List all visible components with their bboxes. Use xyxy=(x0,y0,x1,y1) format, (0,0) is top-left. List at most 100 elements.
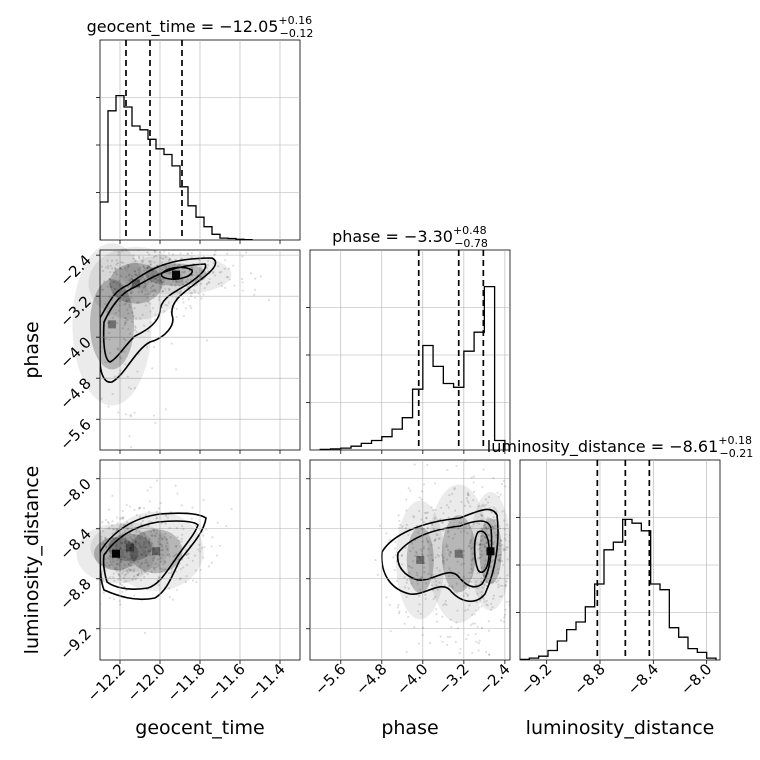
scatter-point xyxy=(498,553,501,557)
scatter-point xyxy=(111,544,114,547)
scatter-point xyxy=(183,288,186,291)
scatter-point xyxy=(182,528,185,531)
scatter-point xyxy=(411,577,414,580)
scatter-point xyxy=(110,524,114,527)
scatter-point xyxy=(76,566,78,568)
scatter-point xyxy=(179,252,182,255)
scatter-point xyxy=(462,556,465,560)
scatter-point xyxy=(189,544,192,547)
scatter-point xyxy=(470,476,473,479)
scatter-point xyxy=(487,572,490,575)
scatter-point xyxy=(130,561,133,564)
scatter-point xyxy=(140,524,143,527)
scatter-point xyxy=(114,356,117,359)
scatter-point xyxy=(499,553,502,556)
scatter-point xyxy=(146,266,149,269)
scatter-point xyxy=(203,287,206,290)
scatter-point xyxy=(152,556,155,560)
scatter-point xyxy=(132,315,135,318)
scatter-point xyxy=(502,479,505,483)
scatter-point xyxy=(471,622,474,625)
scatter-point xyxy=(163,536,167,539)
scatter-point xyxy=(179,257,182,261)
scatter-point xyxy=(225,524,228,528)
scatter-point xyxy=(161,545,164,548)
scatter-point xyxy=(508,540,510,543)
panel-frame xyxy=(309,459,511,661)
scatter-point xyxy=(148,261,151,264)
density-region xyxy=(108,533,152,562)
scatter-point xyxy=(135,530,138,533)
scatter-point xyxy=(241,289,245,292)
scatter-point xyxy=(126,527,129,530)
scatter-point xyxy=(111,392,114,396)
scatter-point xyxy=(108,331,111,335)
scatter-point xyxy=(458,652,461,655)
scatter-point xyxy=(411,542,414,545)
scatter-point xyxy=(144,546,147,549)
scatter-point xyxy=(142,256,145,259)
scatter-point xyxy=(118,266,122,270)
panel-hist-luminosity_distance xyxy=(519,459,721,661)
scatter-point xyxy=(114,287,117,290)
scatter-point xyxy=(489,608,493,611)
scatter-point xyxy=(112,572,115,575)
scatter-point xyxy=(485,581,488,584)
scatter-point xyxy=(172,307,175,310)
scatter-point xyxy=(133,534,136,537)
scatter-point xyxy=(398,526,401,529)
scatter-point xyxy=(126,557,130,561)
scatter-point xyxy=(112,598,116,601)
scatter-point xyxy=(102,288,105,291)
scatter-point xyxy=(175,315,178,318)
scatter-point xyxy=(186,549,189,553)
scatter-point xyxy=(499,584,502,587)
scatter-point xyxy=(157,563,161,566)
scatter-point xyxy=(133,546,136,549)
scatter-point xyxy=(100,277,101,280)
scatter-point xyxy=(467,599,470,602)
x-tick-label: −9.2 xyxy=(517,660,555,698)
scatter-point xyxy=(502,547,505,550)
scatter-point xyxy=(113,375,116,378)
scatter-point xyxy=(160,286,163,289)
scatter-point xyxy=(166,304,169,307)
scatter-point xyxy=(146,296,149,299)
scatter-point xyxy=(424,593,427,596)
scatter-point xyxy=(426,511,429,514)
scatter-point xyxy=(182,566,185,569)
scatter-point xyxy=(128,435,131,438)
scatter-point xyxy=(104,538,107,542)
scatter-point xyxy=(423,561,426,565)
scatter-point xyxy=(168,578,172,582)
scatter-point xyxy=(485,518,488,521)
scatter-point xyxy=(492,528,495,531)
scatter-point xyxy=(253,293,256,296)
x-tick-label: −12.2 xyxy=(84,660,129,705)
scatter-point xyxy=(480,528,484,531)
scatter-point xyxy=(142,266,145,269)
scatter-point xyxy=(170,572,173,575)
scatter-point xyxy=(121,541,124,545)
scatter-point xyxy=(144,553,147,556)
scatter-point xyxy=(140,561,143,565)
scatter-point xyxy=(136,555,140,558)
scatter-point xyxy=(477,572,480,575)
scatter-point xyxy=(473,520,476,523)
scatter-point xyxy=(110,259,114,262)
scatter-point xyxy=(158,296,161,299)
scatter-point xyxy=(477,608,480,611)
scatter-point xyxy=(497,495,501,498)
scatter-point xyxy=(98,517,100,519)
scatter-point xyxy=(475,609,478,612)
scatter-point xyxy=(202,498,205,502)
scatter-point xyxy=(147,541,151,545)
scatter-point xyxy=(146,282,149,285)
scatter-point xyxy=(194,569,197,572)
scatter-point xyxy=(101,547,104,550)
scatter-point xyxy=(124,540,127,543)
scatter-point xyxy=(117,538,121,541)
scatter-point xyxy=(205,528,208,531)
scatter-point xyxy=(130,285,133,288)
scatter-point xyxy=(491,569,494,573)
